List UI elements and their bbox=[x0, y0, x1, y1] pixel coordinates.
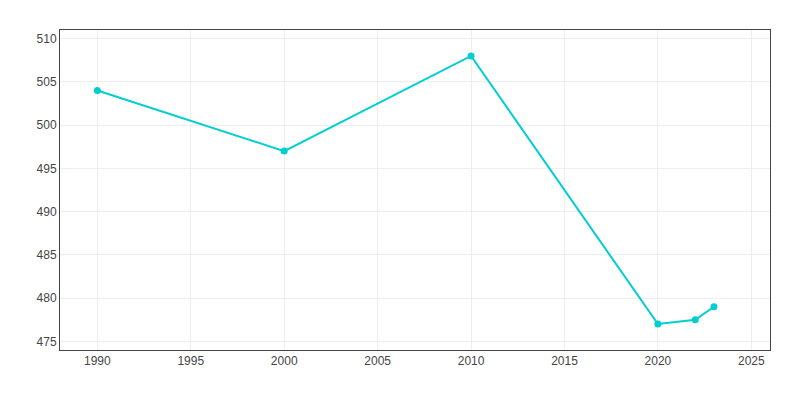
svg-text:1990: 1990 bbox=[84, 354, 111, 368]
svg-text:2020: 2020 bbox=[645, 354, 672, 368]
svg-text:495: 495 bbox=[37, 162, 57, 176]
svg-text:475: 475 bbox=[37, 335, 57, 349]
svg-text:505: 505 bbox=[37, 75, 57, 89]
svg-text:1995: 1995 bbox=[177, 354, 204, 368]
svg-text:500: 500 bbox=[37, 118, 57, 132]
svg-text:485: 485 bbox=[37, 248, 57, 262]
svg-text:2015: 2015 bbox=[551, 354, 578, 368]
svg-text:510: 510 bbox=[37, 32, 57, 46]
svg-text:2025: 2025 bbox=[738, 354, 765, 368]
svg-text:480: 480 bbox=[37, 291, 57, 305]
svg-text:490: 490 bbox=[37, 205, 57, 219]
svg-text:2005: 2005 bbox=[364, 354, 391, 368]
svg-text:2010: 2010 bbox=[458, 354, 485, 368]
svg-text:2000: 2000 bbox=[271, 354, 298, 368]
